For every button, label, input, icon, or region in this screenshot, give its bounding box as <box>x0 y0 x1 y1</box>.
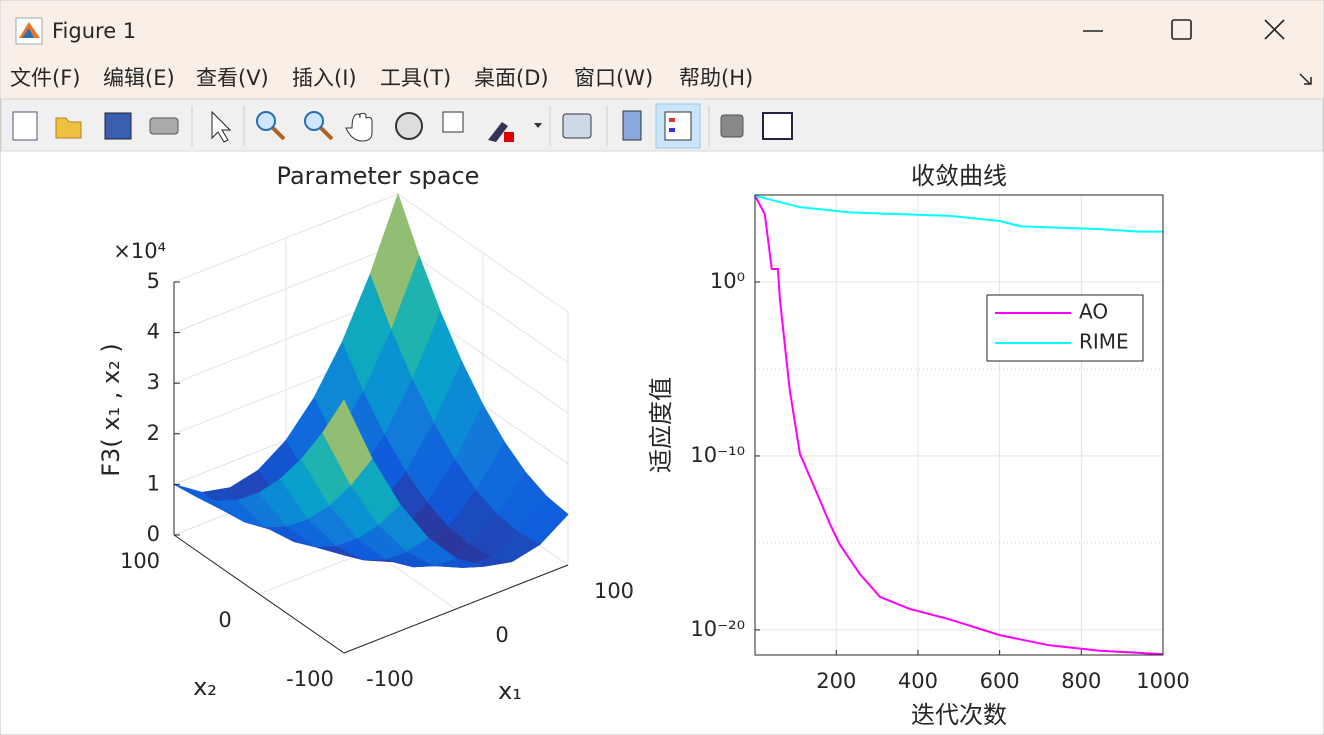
print-icon[interactable] <box>149 117 179 135</box>
x-tick-label: 0 <box>495 623 508 647</box>
legend-box <box>986 294 1144 362</box>
menu-item[interactable]: 插入(I) <box>292 66 357 90</box>
menu-item[interactable]: 工具(T) <box>380 66 451 90</box>
zoom-in-icon[interactable] <box>256 111 276 131</box>
close-button[interactable] <box>1264 19 1285 40</box>
z-tick-label: 5 <box>147 269 160 293</box>
pointer-icon[interactable] <box>211 110 232 143</box>
menu-item[interactable]: 编辑(E) <box>103 66 175 90</box>
grid-line <box>397 244 569 364</box>
x-axis <box>343 564 569 654</box>
series-line <box>754 194 1163 233</box>
dock-figure-icon[interactable] <box>762 112 793 140</box>
zoom-out-icon[interactable] <box>304 111 324 131</box>
x-tick-label: 1000 <box>1136 669 1189 693</box>
x-axis-label: x₁ <box>498 677 522 705</box>
x-tick-label: -100 <box>366 667 414 691</box>
open-icon[interactable] <box>55 117 82 139</box>
x-tick-label: 400 <box>898 669 938 693</box>
link-icon[interactable] <box>562 113 592 139</box>
title-bar <box>1 1 1323 61</box>
series-line <box>754 195 1164 656</box>
menu-item[interactable]: 桌面(D) <box>474 66 549 90</box>
axes-box <box>754 194 1164 656</box>
z-tick-label: 3 <box>147 370 160 394</box>
y-tick-label: 10⁻²⁰ <box>690 617 745 641</box>
menu-items: 文件(F) 编辑(E) 查看(V) 插入(I) 工具(T) 桌面(D) 窗口(W) 帮助(H) <box>10 66 753 90</box>
grid-line <box>397 193 569 313</box>
y-tick-label: 10⁻¹⁰ <box>690 443 745 467</box>
colorbar-icon[interactable] <box>622 110 642 141</box>
new-icon[interactable] <box>12 111 38 141</box>
legend-label: AO <box>1079 300 1108 324</box>
z-axis-label: F3( x₁ , x₂ ) <box>97 343 125 477</box>
surface-plot: 0 1 2 3 4 5 ×10⁴ -100 0 100 -100 0 100 Parameter spac… <box>97 162 634 705</box>
datatip-icon[interactable] <box>442 111 464 133</box>
save-icon[interactable] <box>104 112 132 140</box>
grid-line <box>173 244 399 334</box>
z-exponent: ×10⁴ <box>113 239 166 263</box>
app-icon <box>15 17 43 45</box>
plot-area <box>755 195 1163 655</box>
rotate-icon[interactable] <box>395 112 423 140</box>
legend-label: RIME <box>1079 330 1129 354</box>
y-axis-label: x₂ <box>193 673 217 701</box>
hide-tools-icon[interactable] <box>720 114 744 138</box>
z-tick-label: 4 <box>147 320 160 344</box>
chart-title: 收敛曲线 <box>911 162 1007 190</box>
brush-icon[interactable] <box>488 122 508 142</box>
x-axis-label: 迭代次数 <box>911 701 1007 729</box>
maximize-button[interactable] <box>1171 19 1192 40</box>
y-axis <box>173 534 345 654</box>
toolbar-icons <box>12 103 793 149</box>
surface-patch <box>322 399 373 486</box>
y-tick-label: 10⁰ <box>710 269 745 293</box>
y-axis-label: 适应度值 <box>647 377 675 473</box>
x-tick-label: 600 <box>980 669 1020 693</box>
z-tick-label: 2 <box>147 421 160 445</box>
z-tick-label: 0 <box>147 522 160 546</box>
x-tick-label: 200 <box>816 669 856 693</box>
pan-icon[interactable] <box>345 112 373 142</box>
menu-item[interactable]: 帮助(H) <box>679 66 753 90</box>
menu-item[interactable]: 窗口(W) <box>574 66 653 90</box>
x-tick-label: 100 <box>594 579 634 603</box>
window-title: Figure 1 <box>52 19 136 43</box>
dock-arrow[interactable] <box>1299 73 1312 85</box>
menu-bar <box>1 61 1323 99</box>
y-tick-label: -100 <box>286 667 334 691</box>
z-tick-label: 1 <box>147 471 160 495</box>
menu-item[interactable]: 文件(F) <box>10 66 80 90</box>
x-tick-label: 800 <box>1061 669 1101 693</box>
y-tick-label: 0 <box>218 608 231 632</box>
grid-line <box>173 193 399 283</box>
menu-item[interactable]: 查看(V) <box>196 66 269 90</box>
chart-title: Parameter space <box>277 162 480 190</box>
convergence-plot: 200 400 600 800 1000 10⁻²⁰ 10⁻¹⁰ 10⁰ AO RIME 收敛曲线迭… <box>647 162 1190 729</box>
y-tick-label: 100 <box>120 549 160 573</box>
